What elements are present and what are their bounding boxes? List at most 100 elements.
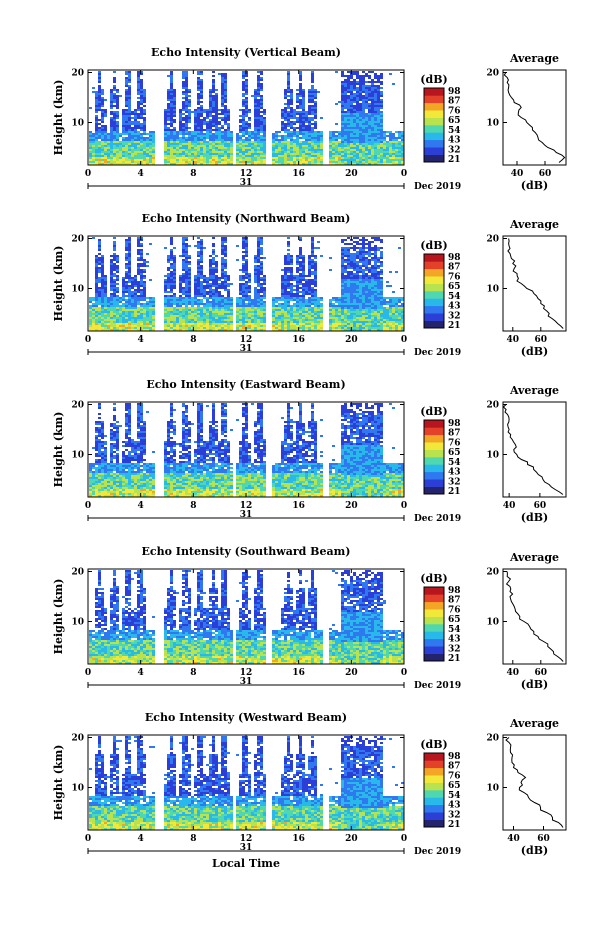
heatmap-cell <box>344 137 347 139</box>
heatmap-cell <box>98 239 101 241</box>
heatmap-cell <box>104 307 107 309</box>
heatmap-cell <box>308 157 311 159</box>
heatmap-cell <box>398 155 401 157</box>
heatmap-cell <box>164 161 167 163</box>
heatmap-cell <box>143 291 146 293</box>
heatmap-cell <box>140 151 143 153</box>
heatmap-cell <box>212 151 215 153</box>
heatmap-cell <box>308 279 311 281</box>
heatmap-cell <box>218 151 221 153</box>
heatmap-cell <box>281 135 284 137</box>
heatmap-cell <box>365 251 368 253</box>
heatmap-cell <box>113 157 116 159</box>
heatmap-cell <box>173 265 176 267</box>
heatmap-cell <box>125 249 128 251</box>
heatmap-cell <box>104 133 107 135</box>
heatmap-cell <box>329 147 332 149</box>
heatmap-cell <box>302 117 305 119</box>
heatmap-cell <box>104 145 107 147</box>
heatmap-cell <box>125 253 128 255</box>
heatmap-cell <box>164 275 167 277</box>
heatmap-cell <box>302 271 305 273</box>
heatmap-cell <box>101 141 104 143</box>
heatmap-cell <box>335 143 338 145</box>
heatmap-cell <box>353 287 356 289</box>
heatmap-cell <box>329 299 332 301</box>
heatmap-cell <box>374 279 377 281</box>
heatmap-cell <box>182 259 185 261</box>
heatmap-cell <box>242 143 245 145</box>
heatmap-cell <box>95 297 98 299</box>
heatmap-cell <box>347 141 350 143</box>
heatmap-cell <box>200 251 203 253</box>
heatmap-cell <box>200 155 203 157</box>
heatmap-cell <box>194 293 197 295</box>
heatmap-cell <box>257 307 260 309</box>
heatmap-cell <box>137 71 140 73</box>
heatmap-cell <box>200 157 203 159</box>
heatmap-cell <box>197 83 200 85</box>
heatmap-cell <box>194 113 197 115</box>
heatmap-cell <box>194 275 197 277</box>
heatmap-cell <box>215 163 218 165</box>
heatmap-cell <box>263 117 266 119</box>
heatmap-cell <box>260 129 263 131</box>
heatmap-cell <box>341 291 344 293</box>
heatmap-cell <box>353 283 356 285</box>
heatmap-cell <box>143 145 146 147</box>
heatmap-cell <box>395 305 398 307</box>
heatmap-cell <box>332 151 335 153</box>
heatmap-cell <box>221 99 224 101</box>
heatmap-cell <box>311 97 314 99</box>
heatmap-cell <box>146 159 149 161</box>
heatmap-cell <box>302 147 305 149</box>
heatmap-cell <box>185 145 188 147</box>
heatmap-cell <box>329 143 332 145</box>
heatmap-cell <box>137 81 140 83</box>
heatmap-cell <box>347 299 350 301</box>
heatmap-cell <box>113 87 116 89</box>
heatmap-cell <box>347 91 350 93</box>
heatmap-cell <box>362 79 365 81</box>
heatmap-cell <box>377 129 380 131</box>
heatmap-cell <box>239 149 242 151</box>
heatmap-cell <box>200 243 203 245</box>
heatmap-cell <box>179 297 182 299</box>
heatmap-cell <box>260 139 263 141</box>
heatmap-cell <box>284 161 287 163</box>
heatmap-cell <box>359 143 362 145</box>
heatmap-cell <box>260 269 263 271</box>
heatmap-cell <box>128 135 131 137</box>
heatmap-cell <box>221 87 224 89</box>
heatmap-cell <box>245 269 248 271</box>
heatmap-cell <box>263 153 266 155</box>
heatmap-cell <box>371 271 374 273</box>
heatmap-cell <box>206 129 209 131</box>
heatmap-cell <box>344 131 347 133</box>
heatmap-cell <box>137 263 140 265</box>
heatmap-cell <box>176 137 179 139</box>
heatmap-cell <box>308 147 311 149</box>
heatmap-cell <box>212 259 215 261</box>
colorbar-tick-label: 21 <box>448 155 461 165</box>
heatmap-cell <box>260 151 263 153</box>
heatmap-cell <box>368 91 371 93</box>
heatmap-cell <box>173 141 176 143</box>
heatmap-cell <box>254 139 257 141</box>
heatmap-cell <box>347 243 350 245</box>
heatmap-cell <box>260 95 263 97</box>
heatmap-cell <box>245 259 248 261</box>
heatmap-cell <box>218 159 221 161</box>
heatmap-cell <box>188 145 191 147</box>
heatmap-cell <box>143 281 146 283</box>
heatmap-cell <box>314 115 317 117</box>
heatmap-cell <box>230 303 233 305</box>
heatmap-cell <box>125 157 128 159</box>
heatmap-cell <box>356 131 359 133</box>
heatmap-cell <box>221 275 224 277</box>
heatmap-cell <box>317 153 320 155</box>
heatmap-cell <box>212 237 215 239</box>
heatmap-cell <box>137 149 140 151</box>
heatmap-cell <box>203 117 206 119</box>
heatmap-cell <box>359 127 362 129</box>
